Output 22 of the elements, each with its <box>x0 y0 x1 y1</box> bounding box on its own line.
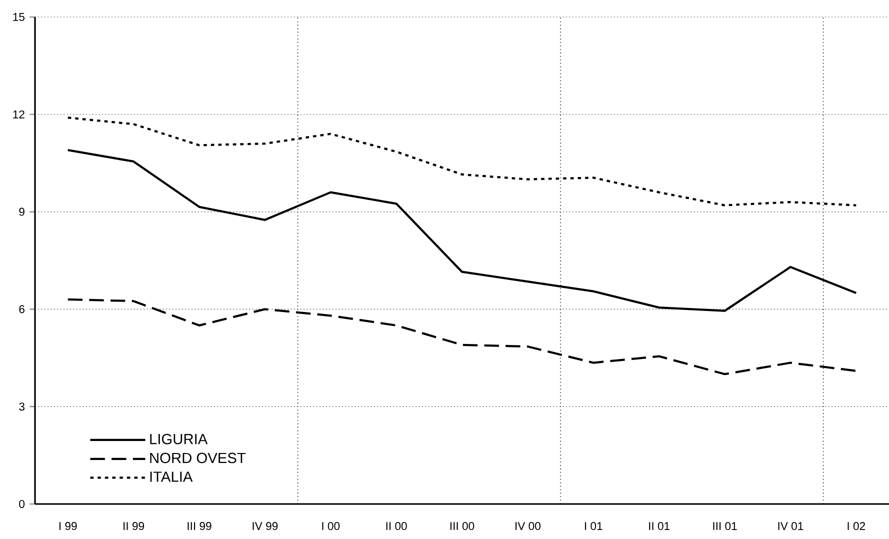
x-tick-label: I 00 <box>322 522 340 530</box>
y-tick-label: 12 <box>13 110 24 118</box>
x-tick-label: III 01 <box>713 522 737 530</box>
x-tick-label: IV 01 <box>778 522 804 530</box>
x-tick-label: II 00 <box>386 522 407 530</box>
y-tick-label: 3 <box>19 402 24 411</box>
x-tick-label: I 99 <box>59 522 77 530</box>
x-tick-label: I 01 <box>584 522 602 530</box>
legend-label: ITALIA <box>150 472 193 482</box>
legend-label: LIGURIA <box>150 434 208 444</box>
x-tick-label: II 01 <box>649 522 670 530</box>
x-tick-label: II 99 <box>124 522 144 530</box>
y-tick-label: 0 <box>19 500 25 508</box>
x-tick-label: III 00 <box>450 522 474 530</box>
x-tick-label: III 99 <box>188 522 212 530</box>
x-tick-label: IV 00 <box>516 522 540 530</box>
y-tick-label: 9 <box>19 208 24 216</box>
y-tick-label: 15 <box>13 13 24 21</box>
x-tick-label: IV 99 <box>252 522 278 530</box>
legend-label: NORD OVEST <box>150 452 246 464</box>
y-tick-label: 6 <box>19 305 24 314</box>
x-tick-label: I 02 <box>848 522 866 530</box>
